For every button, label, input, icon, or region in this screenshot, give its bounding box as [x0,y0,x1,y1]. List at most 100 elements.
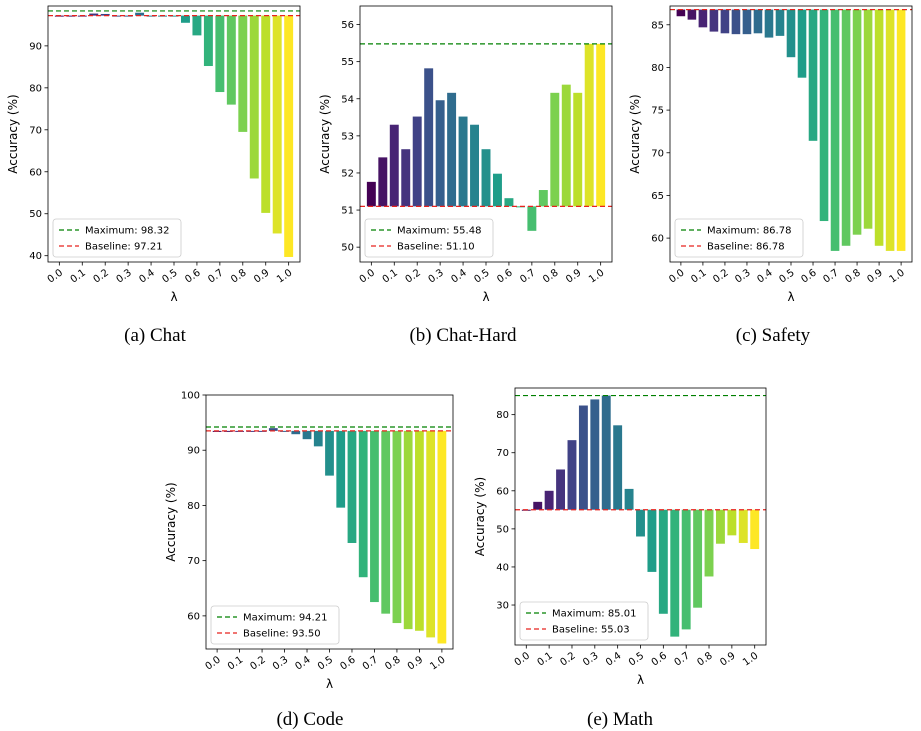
bar [874,9,884,246]
bar [624,488,634,510]
bar [268,428,278,431]
bar [830,9,840,251]
caption: (e) Math [587,709,653,730]
bar [100,13,110,16]
bar [727,509,737,536]
bar [596,43,606,207]
x-tick-label: 0.8 [229,267,248,285]
bar [291,430,301,435]
chart-safety: 60 65 70 75 80 85 0.0 0.1 0.2 0.3 0.4 0.5 0.6 0.7 0.8 0… [628,5,913,346]
bar [731,9,741,35]
caption: (c) Safety [736,325,811,346]
bar [223,430,233,432]
legend-entry: Baseline: 97.21 [85,242,163,253]
bar [556,469,566,510]
bar [66,15,76,17]
bar [687,9,697,20]
bar [180,15,190,23]
caption: (a) Chat [124,325,186,346]
x-tick-label: 0.0 [358,267,377,285]
bar [693,509,703,608]
y-tick-label: 70 [651,148,664,159]
bar [392,430,402,624]
x-tick-label: 0.7 [821,267,840,285]
bar [280,430,289,432]
x-tick-label: 0.9 [865,267,884,285]
bar [226,15,236,105]
bar [238,15,248,132]
bar [401,149,411,207]
y-tick-label: 90 [29,41,42,52]
legend: Maximum: 86.78 Baseline: 86.78 [674,218,804,258]
bar [720,9,730,34]
bar [742,9,752,35]
x-tick-label: 0.6 [183,267,202,285]
bar [863,9,873,229]
y-tick-label: 75 [651,106,664,117]
legend-entry: Baseline: 93.50 [243,629,321,640]
y-tick-label: 80 [29,83,42,94]
bar [426,430,436,638]
legend-box [210,605,340,645]
bar [435,100,445,207]
bar [347,430,357,543]
bar [437,430,447,644]
bar [681,509,691,630]
y-tick-label: 80 [651,63,664,74]
y-tick-label: 55 [341,57,354,68]
x-tick-label: 0.3 [733,267,752,285]
legend-entry: Maximum: 55.48 [397,226,481,237]
x-tick-label: 0.9 [718,650,737,668]
x-tick-label: 0.6 [495,267,514,285]
x-tick-label: 0.2 [558,650,577,668]
x-tick-label: 0.7 [673,650,692,668]
bar [325,430,334,476]
x-tick-label: 1.0 [428,654,447,672]
y-tick-label: 56 [341,20,354,31]
x-tick-label: 0.1 [69,267,88,285]
x-tick-label: 0.4 [449,267,468,285]
y-tick-label: 70 [187,556,200,567]
chart-chat: 40 50 60 70 80 90 0.0 0.1 0.2 0.3 0.4 0.5 0.6 0.7 0.8 0… [6,5,301,346]
legend: Maximum: 85.01 Baseline: 55.03 [519,601,649,641]
x-tick-label: 0.8 [383,654,402,672]
chart-math: 30 40 50 60 70 80 0.0 0.1 0.2 0.3 0.4 0.5 0.6 0.7 0.8 0… [473,387,767,730]
bar [336,430,346,508]
bar [378,157,388,207]
bar [412,116,422,207]
y-tick-label: 70 [29,125,42,136]
legend-box [674,218,804,258]
x-tick-label: 1.0 [275,267,294,285]
x-tick-label: 0.5 [627,650,646,668]
x-tick-label: 0.5 [472,267,491,285]
x-tick-label: 0.2 [711,267,730,285]
x-tick-label: 0.5 [316,654,335,672]
y-tick-label: 80 [187,501,200,512]
bar [215,15,225,93]
bar [504,198,514,207]
bar [370,430,379,603]
x-tick-label: 0.3 [581,650,600,668]
chart-code: 60 70 80 90 100 0.0 0.1 0.2 0.3 0.4 0.5 0.6 0.7 0.8 0.… [164,391,454,730]
legend-entry: Maximum: 98.32 [85,226,169,237]
legend: Maximum: 98.32 Baseline: 97.21 [52,218,182,258]
bar [403,430,413,630]
bar [636,509,645,537]
legend-entry: Maximum: 86.78 [707,226,791,237]
legend-box [52,218,182,258]
bar [550,92,560,207]
x-tick-label: 0.0 [667,267,686,285]
x-tick-label: 0.6 [338,654,357,672]
bar [302,430,312,440]
x-tick-label: 0.9 [406,654,425,672]
bar [358,430,368,578]
caption: (b) Chat-Hard [409,325,517,346]
legend: Maximum: 94.21 Baseline: 93.50 [210,605,340,645]
x-tick-label: 0.1 [536,650,555,668]
bar [389,124,399,207]
x-tick-label: 0.8 [695,650,714,668]
bar [146,15,156,17]
bar [584,43,594,207]
bar [272,15,282,234]
bar [764,9,774,38]
